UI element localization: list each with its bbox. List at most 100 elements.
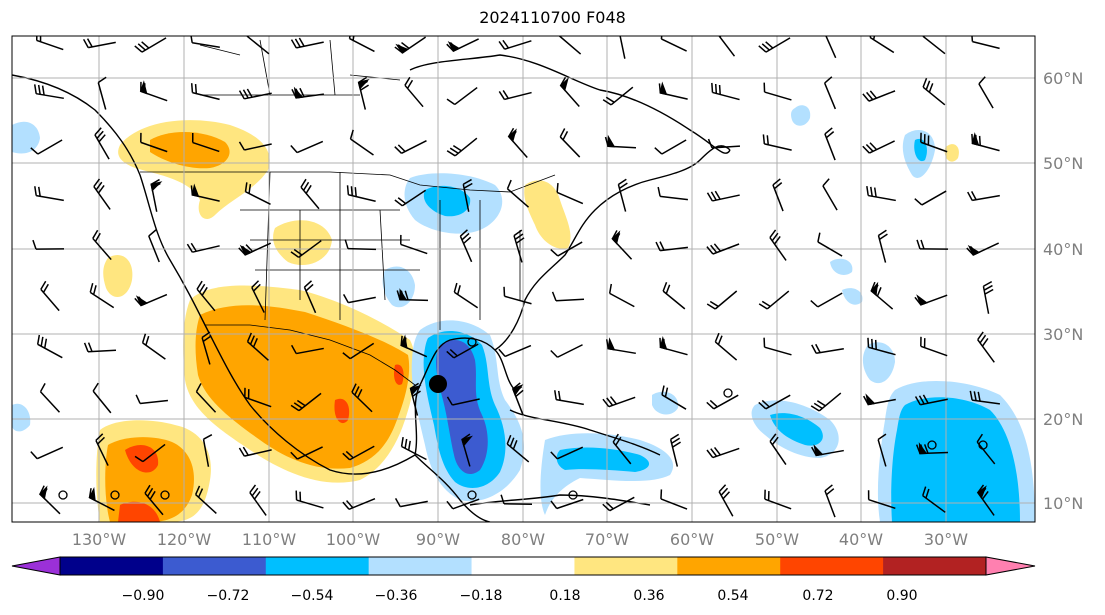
wind-barb (404, 76, 424, 108)
calm-circle (467, 490, 477, 500)
wind-barb (920, 336, 948, 357)
wind-barb (916, 239, 949, 250)
wind-barb (351, 383, 373, 413)
wind-barb (344, 239, 377, 251)
contour-yellow-east (524, 180, 571, 249)
colorbar: −0.90 −0.72 −0.54 −0.36 −0.18 0.18 0.36 … (11, 556, 1036, 604)
colorbar-segment (265, 557, 370, 575)
colorbar-tick-label: −0.72 (207, 588, 250, 604)
wind-barb (513, 229, 525, 263)
wind-barb (446, 137, 478, 157)
contour-yellow-plains (273, 220, 332, 266)
wind-barb (669, 433, 681, 467)
wind-barb (659, 336, 688, 356)
contour-orange-canada (150, 131, 230, 169)
wind-barb (148, 229, 160, 263)
latitude-labels: 60°N 50°N 40°N 30°N 20°N 10°N (1043, 69, 1083, 513)
wind-barb (707, 138, 741, 149)
wind-barb (244, 182, 271, 205)
wind-barb (300, 178, 320, 210)
wind-barb (617, 178, 628, 212)
wind-barb (290, 140, 324, 154)
wind-barb (30, 139, 63, 155)
wind-barb (870, 281, 894, 310)
wind-barb (40, 280, 60, 312)
colorbar-tick-label: −0.36 (375, 588, 418, 604)
wind-barb (877, 433, 887, 467)
wind-barb (978, 76, 994, 109)
wind-barb (554, 390, 584, 406)
wind-barb (823, 76, 837, 110)
colorbar-segment (471, 557, 575, 575)
wind-barb (758, 290, 790, 310)
wind-barb (32, 239, 65, 250)
contour-orange-pacific (105, 437, 194, 522)
wind-barb (511, 382, 524, 416)
lon-label: 30°W (924, 530, 968, 549)
wind-barb (559, 128, 581, 158)
wind-barb (758, 37, 791, 53)
wind-barb (506, 434, 530, 463)
wind-barb (706, 446, 740, 459)
wind-barb (550, 446, 584, 460)
colorbar-segment (677, 557, 781, 575)
wind-barb (39, 383, 61, 413)
wind-barb (400, 234, 428, 255)
wind-barb (400, 334, 428, 358)
colorbar-tick-label: −0.54 (291, 588, 334, 604)
wind-barb (914, 394, 948, 406)
wind-barb (772, 178, 784, 212)
wind-barb (506, 179, 530, 208)
wind-barb (611, 230, 633, 260)
contour-lightblue-atlantic-8 (652, 391, 679, 415)
contour-blue-atlantic-4 (914, 138, 927, 162)
calm-circle (160, 490, 170, 500)
calm-circle (58, 490, 68, 500)
wind-barb (244, 387, 272, 408)
wind-barb (550, 498, 584, 510)
wind-barb (290, 240, 322, 258)
wind-barb (658, 81, 688, 100)
wind-barb (914, 190, 947, 206)
lon-label: 70°W (585, 530, 629, 549)
wind-barb (967, 191, 1000, 202)
wind-barb (95, 433, 109, 466)
colorbar-tick-label: 0.54 (717, 588, 748, 604)
wind-barb (966, 242, 999, 256)
wind-barb (618, 36, 626, 59)
wind-barb (195, 383, 217, 413)
wind-barb (342, 293, 376, 304)
wind-barb (36, 334, 63, 359)
wind-barb (769, 229, 787, 261)
wind-barb (498, 39, 532, 50)
wind-barb (238, 141, 272, 151)
wind-barb (249, 484, 267, 516)
contour-red-mexico-1 (334, 398, 350, 424)
map-frame (11, 35, 1036, 523)
contour-blue-caribbean (556, 447, 650, 472)
lat-label: 60°N (1043, 69, 1083, 88)
wind-barb (135, 394, 169, 405)
wind-barb (30, 446, 64, 460)
contour-blue-atlantic-1 (770, 413, 823, 446)
wind-barb (714, 332, 738, 361)
contour-orange-mexico (195, 305, 410, 469)
wind-barb (446, 38, 479, 53)
wind-barb (357, 76, 370, 110)
wind-barb (295, 490, 324, 509)
wind-barb (93, 178, 111, 210)
lon-label: 90°W (416, 530, 460, 549)
wind-barb (550, 241, 583, 257)
wind-barb (862, 90, 896, 102)
wind-barb (605, 337, 636, 355)
wind-barb (867, 490, 896, 510)
wind-barb (551, 291, 585, 302)
wind-barb (877, 229, 888, 263)
wind-barb (822, 178, 838, 211)
wind-barb (82, 38, 116, 49)
wind-barb (662, 281, 686, 310)
lon-label: 50°W (755, 530, 799, 549)
wind-barb (394, 139, 427, 155)
wind-barb (446, 343, 479, 359)
wind-barb (657, 186, 688, 201)
